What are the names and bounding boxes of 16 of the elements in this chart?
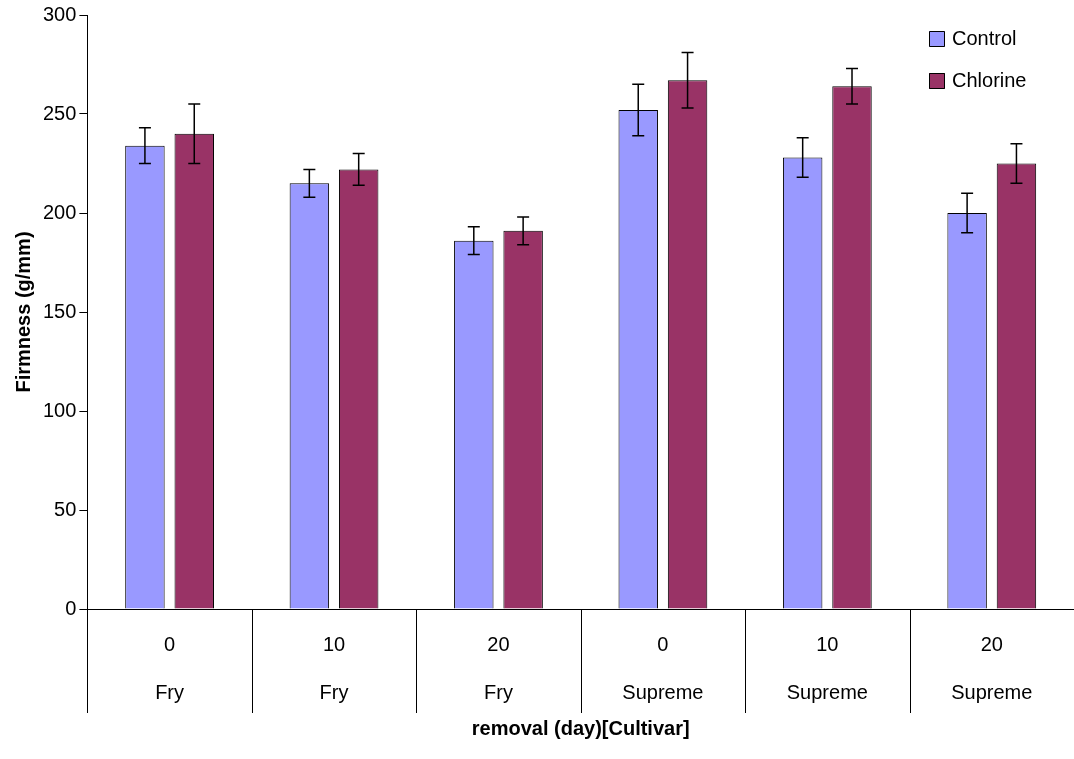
y-tick-label: 0: [65, 596, 77, 619]
category-label: 0 Supreme: [622, 632, 704, 703]
legend-label: Chlorine: [952, 68, 1027, 91]
legend-label: Control: [952, 26, 1017, 49]
category-label: 10 Fry: [319, 632, 349, 703]
category-label: 0 Fry: [155, 632, 185, 703]
category-label: 10 Supreme: [786, 632, 868, 703]
y-tick-label: 250: [42, 101, 77, 124]
x-axis-title: removal (day)[Cultivar]: [471, 716, 690, 739]
y-tick-label: 300: [42, 2, 77, 25]
y-axis-title: Firmness (g/mm): [11, 231, 34, 393]
y-tick-label: 100: [42, 398, 77, 421]
category-label: 20 Supreme: [951, 632, 1033, 703]
y-tick-label: 200: [42, 200, 77, 223]
y-tick-label: 150: [42, 299, 77, 322]
y-tick-label: 50: [54, 497, 77, 520]
